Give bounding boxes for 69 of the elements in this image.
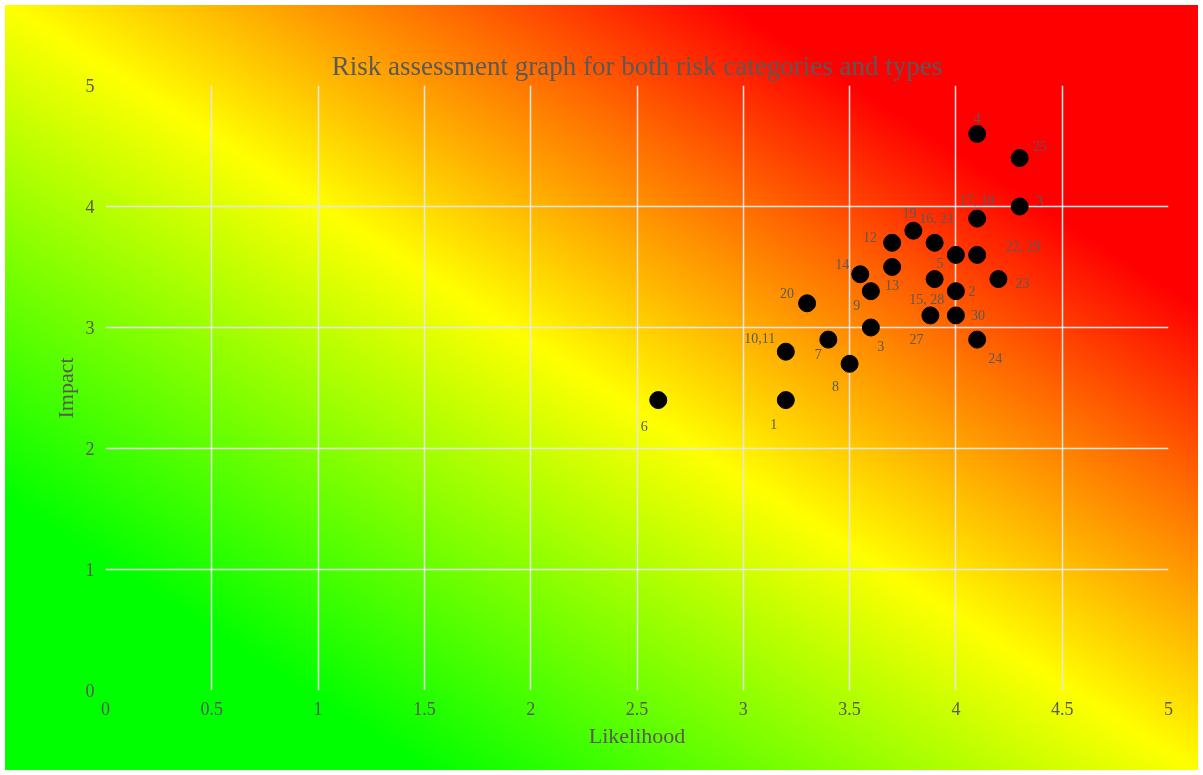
annotation: 2 bbox=[968, 284, 976, 300]
point bbox=[840, 354, 859, 373]
point bbox=[968, 124, 987, 143]
annotation: 22, 29 bbox=[1005, 239, 1041, 255]
point bbox=[946, 282, 965, 301]
y-tick-label: 5 bbox=[85, 76, 95, 96]
point bbox=[946, 306, 965, 325]
annotation: 4 bbox=[973, 110, 981, 126]
x-tick-label: 1.5 bbox=[413, 698, 436, 719]
point bbox=[921, 306, 940, 325]
point bbox=[1010, 197, 1029, 216]
point bbox=[861, 318, 880, 337]
point bbox=[776, 342, 795, 361]
y-axis-title: Impact bbox=[52, 357, 78, 419]
x-tick-label: 2 bbox=[526, 698, 536, 719]
x-tick-label: 4 bbox=[951, 698, 961, 719]
annotation: 19 bbox=[902, 205, 917, 221]
x-tick-label: 5 bbox=[1164, 698, 1173, 719]
point bbox=[883, 258, 902, 276]
annotation: 16, 21 bbox=[919, 211, 955, 227]
x-tick-label: 3.5 bbox=[838, 698, 861, 719]
annotation: 9 bbox=[853, 298, 861, 314]
point bbox=[819, 330, 838, 349]
x-tick-label: 0 bbox=[101, 698, 110, 719]
x-tick-label: 4.5 bbox=[1050, 698, 1074, 719]
annotation: 15, 28 bbox=[909, 291, 945, 307]
point bbox=[1010, 149, 1029, 168]
annotation: 24 bbox=[988, 350, 1003, 366]
chart-title: Risk assessment graph for both risk categories and types bbox=[331, 50, 943, 81]
x-tick-label: 3 bbox=[738, 698, 748, 719]
point bbox=[649, 391, 668, 410]
point bbox=[883, 233, 902, 252]
annotation: 12 bbox=[863, 229, 878, 245]
annotation: 7 bbox=[814, 346, 822, 362]
annotation: 13 bbox=[885, 278, 900, 293]
annotation: 14 bbox=[835, 257, 850, 273]
y-tick-label: 4 bbox=[85, 197, 95, 217]
x-tick-label: 1 bbox=[313, 698, 323, 719]
point bbox=[776, 391, 795, 410]
point bbox=[946, 245, 965, 264]
y-tick-label: 1 bbox=[85, 560, 95, 580]
point bbox=[861, 282, 880, 301]
annotation: 17, 18 bbox=[959, 193, 995, 209]
annotation: 1 bbox=[770, 417, 778, 433]
y-tick-label: 2 bbox=[85, 439, 95, 459]
annotation: 27 bbox=[909, 332, 924, 348]
annotation: 5 bbox=[936, 255, 944, 271]
y-tick-label: 3 bbox=[85, 318, 95, 338]
annotation: 3 bbox=[1036, 193, 1044, 209]
x-tick-label: 0.5 bbox=[200, 698, 224, 719]
annotation: 23 bbox=[1015, 276, 1030, 292]
annotation: 25 bbox=[1032, 139, 1047, 155]
annotation: 8 bbox=[832, 378, 840, 394]
x-tick-label: 2.5 bbox=[625, 698, 649, 719]
point bbox=[925, 270, 944, 289]
x-axis-title: Likelihood bbox=[588, 722, 686, 748]
annotation: 10,11 bbox=[744, 330, 776, 346]
point bbox=[851, 265, 870, 284]
annotation: 3 bbox=[877, 338, 885, 354]
point bbox=[968, 330, 987, 349]
annotation: 20 bbox=[780, 286, 795, 302]
point bbox=[925, 233, 944, 252]
y-tick-label: 0 bbox=[85, 681, 95, 701]
annotation: 6 bbox=[640, 419, 648, 435]
annotation: 30 bbox=[970, 308, 985, 324]
point bbox=[968, 245, 987, 264]
point bbox=[989, 270, 1008, 289]
point bbox=[968, 209, 987, 228]
point bbox=[798, 294, 817, 313]
